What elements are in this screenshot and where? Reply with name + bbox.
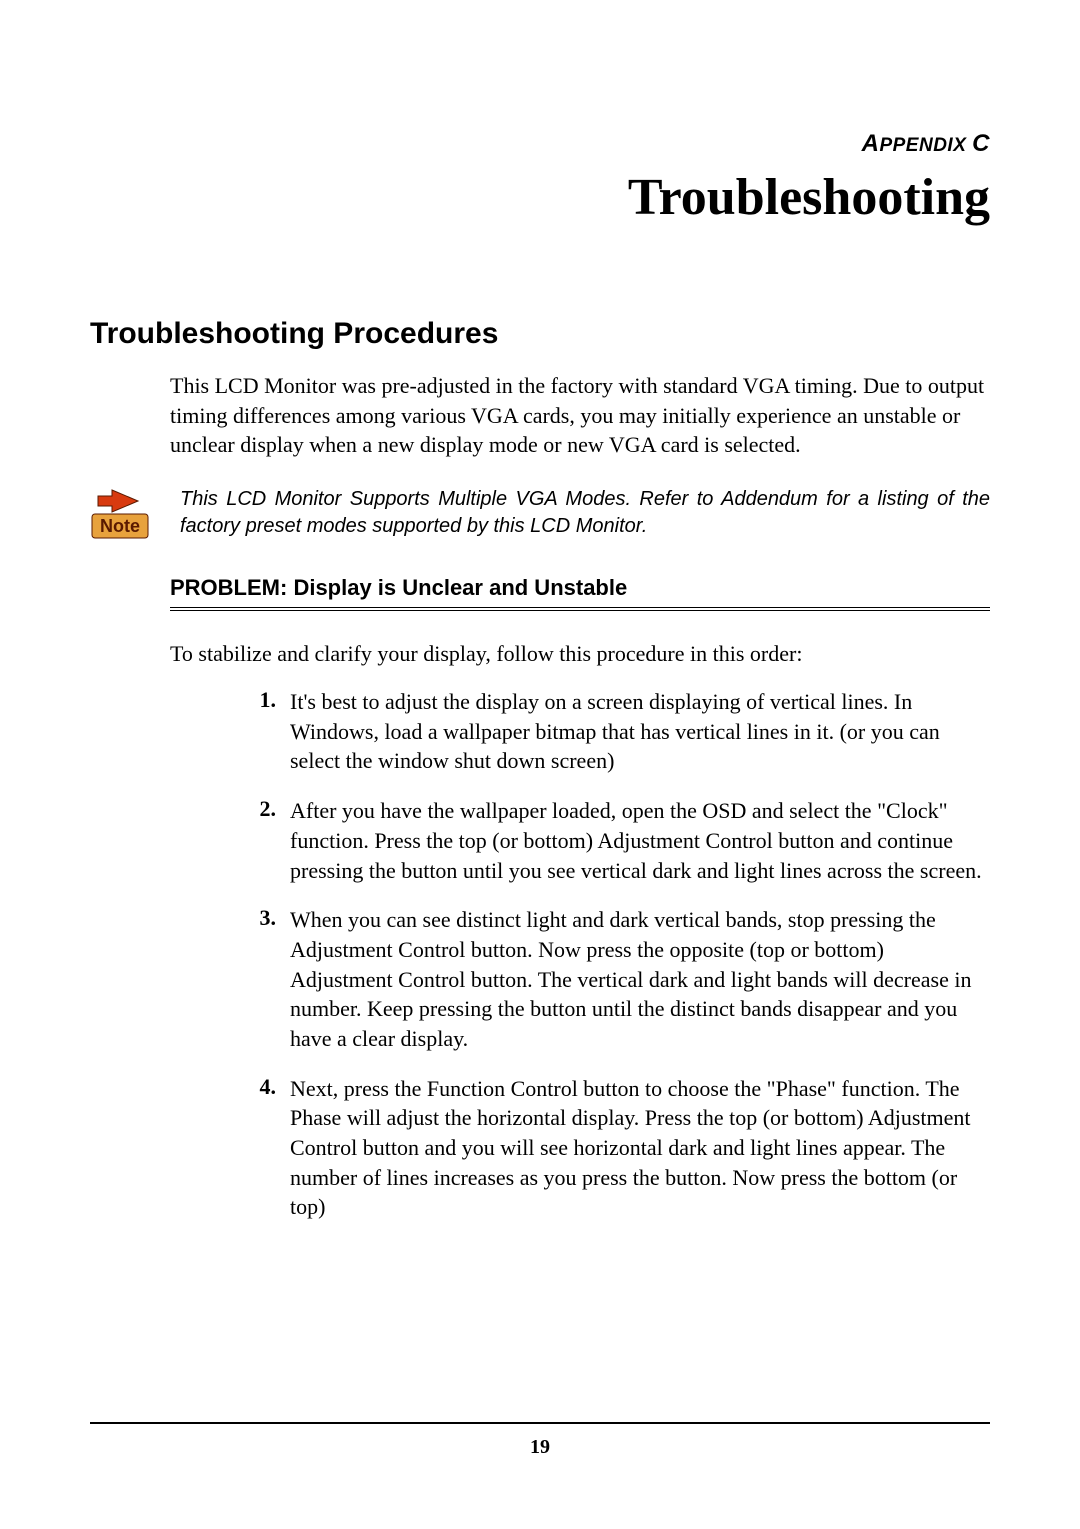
note-icon: Note: [90, 484, 150, 545]
step-text: It's best to adjust the display on a scr…: [290, 687, 990, 776]
step-text: Next, press the Function Control button …: [290, 1074, 990, 1222]
step-text: After you have the wallpaper loaded, ope…: [290, 796, 990, 885]
appendix-word-rest: PPENDIX: [879, 135, 972, 156]
appendix-c: C: [972, 130, 990, 157]
main-title: Troubleshooting: [90, 168, 990, 227]
svg-text:Note: Note: [100, 516, 140, 536]
list-item: 4. Next, press the Function Control butt…: [250, 1074, 990, 1222]
steps-list: 1. It's best to adjust the display on a …: [250, 687, 990, 1222]
page-footer: 19: [90, 1422, 990, 1459]
footer-rule: [90, 1422, 990, 1424]
appendix-label: APPENDIX C: [90, 130, 990, 158]
note-text: This LCD Monitor Supports Multiple VGA M…: [180, 480, 990, 540]
step-number: 3.: [250, 905, 290, 1053]
section-heading: Troubleshooting Procedures: [90, 317, 990, 351]
problem-heading: PROBLEM: Display is Unclear and Unstable: [170, 575, 990, 611]
step-text: When you can see distinct light and dark…: [290, 905, 990, 1053]
step-number: 2.: [250, 796, 290, 885]
step-number: 4.: [250, 1074, 290, 1222]
list-item: 1. It's best to adjust the display on a …: [250, 687, 990, 776]
list-item: 3. When you can see distinct light and d…: [250, 905, 990, 1053]
stabilize-intro: To stabilize and clarify your display, f…: [170, 641, 990, 667]
step-number: 1.: [250, 687, 290, 776]
appendix-letter-a: A: [862, 130, 880, 157]
document-page: APPENDIX C Troubleshooting Troubleshooti…: [0, 0, 1080, 1302]
page-number: 19: [90, 1436, 990, 1459]
list-item: 2. After you have the wallpaper loaded, …: [250, 796, 990, 885]
note-callout: Note This LCD Monitor Supports Multiple …: [90, 480, 990, 545]
intro-paragraph: This LCD Monitor was pre-adjusted in the…: [170, 371, 990, 460]
